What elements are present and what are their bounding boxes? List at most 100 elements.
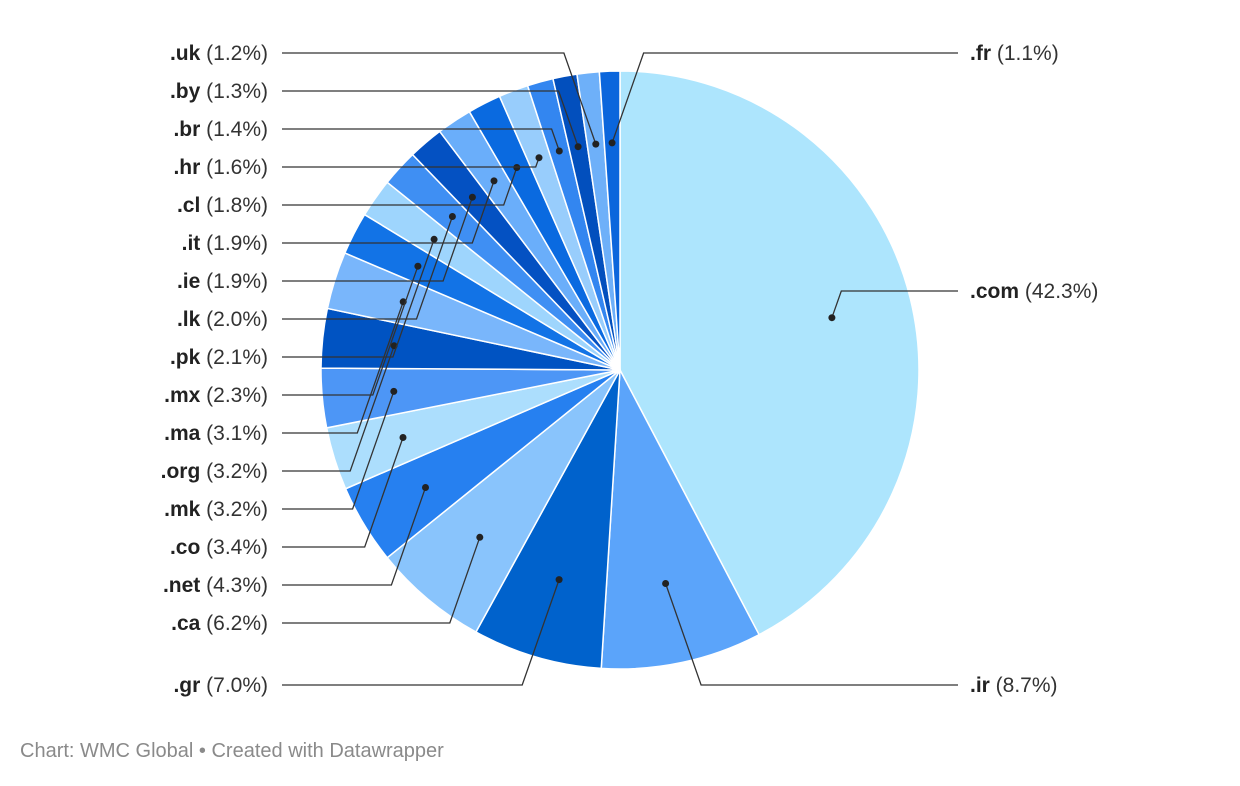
leader-dot-mk xyxy=(390,387,398,395)
slice-label-by: .by (1.3%) xyxy=(170,80,268,103)
slice-label-tld: .org xyxy=(161,460,201,483)
slice-label-value: (4.3%) xyxy=(200,574,268,597)
leader-line-org xyxy=(282,345,395,472)
slice-label-value: (8.7%) xyxy=(990,674,1058,697)
leader-dot-gr xyxy=(555,576,563,584)
slice-label-value: (2.0%) xyxy=(200,308,268,331)
slice-label-ma: .ma (3.1%) xyxy=(164,422,268,445)
leader-dot-by xyxy=(574,143,582,151)
slice-label-value: (1.2%) xyxy=(200,42,268,65)
slice-label-cl: .cl (1.8%) xyxy=(177,194,268,217)
leader-line-gr xyxy=(282,579,560,686)
slice-label-mx: .mx (2.3%) xyxy=(164,384,268,407)
slice-label-org: .org (3.2%) xyxy=(161,460,268,483)
leader-dot-mx xyxy=(414,262,422,270)
slice-label-tld: .ca xyxy=(171,612,201,635)
slice-label-mk: .mk (3.2%) xyxy=(164,498,268,521)
pie-slice-fr xyxy=(598,70,621,371)
slice-label-tld: .it xyxy=(182,232,201,255)
slice-label-tld: .cl xyxy=(177,194,200,217)
slice-label-tld: .co xyxy=(170,536,200,559)
slice-label-tld: .br xyxy=(173,118,200,141)
leader-line-mk xyxy=(282,391,395,510)
slice-label-co: .co (3.4%) xyxy=(170,536,268,559)
pie-slice-gr xyxy=(475,369,621,670)
slice-label-value: (3.4%) xyxy=(200,536,268,559)
slice-labels: .com (42.3%) .ir (8.7%) .gr (7.0%) .ca (6.2… xyxy=(161,42,1099,697)
pie-chart: .com (42.3%) .ir (8.7%) .gr (7.0%) .ca (6.2… xyxy=(161,42,1099,697)
slice-label-value: (1.9%) xyxy=(200,232,268,255)
leader-dot-br xyxy=(555,147,563,155)
leader-line-lk xyxy=(282,216,454,320)
slice-label-value: (3.2%) xyxy=(200,498,268,521)
slice-label-fr: .fr (1.1%) xyxy=(970,42,1059,65)
slice-label-tld: .ie xyxy=(177,270,200,293)
slice-label-tld: .mk xyxy=(164,498,201,521)
slice-label-tld: .by xyxy=(170,80,201,103)
slice-label-tld: .lk xyxy=(177,308,201,331)
slice-label-value: (1.9%) xyxy=(200,270,268,293)
slice-label-uk: .uk (1.2%) xyxy=(170,42,268,65)
leader-dot-ie xyxy=(468,193,476,201)
leader-line-uk xyxy=(282,52,597,145)
slice-label-gr: .gr (7.0%) xyxy=(173,674,268,697)
leader-dot-net xyxy=(422,484,429,491)
leader-lines xyxy=(282,52,958,686)
slice-label-value: (42.3%) xyxy=(1019,280,1098,303)
slice-label-value: (1.3%) xyxy=(200,80,268,103)
leader-line-ca xyxy=(282,537,481,624)
leader-line-ie xyxy=(282,196,474,282)
slice-label-net: .net (4.3%) xyxy=(163,574,268,597)
slice-label-tld: .uk xyxy=(170,42,201,65)
leader-line-it xyxy=(282,180,495,244)
leader-line-br xyxy=(282,128,560,152)
slice-label-value: (2.3%) xyxy=(200,384,268,407)
slice-label-lk: .lk (2.0%) xyxy=(177,308,268,331)
leader-line-net xyxy=(282,487,427,586)
slice-label-value: (6.2%) xyxy=(200,612,268,635)
leader-line-com xyxy=(831,290,958,318)
pie-slices xyxy=(320,70,920,670)
leader-line-cl xyxy=(282,167,518,206)
leader-dot-pk xyxy=(430,235,438,243)
leader-line-ma xyxy=(282,301,404,434)
chart-footer: Chart: WMC Global • Created with Datawra… xyxy=(20,740,444,762)
slice-label-value: (1.8%) xyxy=(200,194,268,217)
leader-dot-com xyxy=(828,314,836,322)
leader-dot-fr xyxy=(608,139,616,147)
leader-line-pk xyxy=(282,239,435,358)
pie-slice-ca xyxy=(386,369,621,633)
slice-label-tld: .ma xyxy=(164,422,201,445)
leader-dot-ca xyxy=(476,533,484,541)
slice-label-value: (1.4%) xyxy=(200,118,268,141)
leader-line-mx xyxy=(282,265,419,396)
slice-label-com: .com (42.3%) xyxy=(970,280,1098,303)
slice-label-tld: .com xyxy=(970,280,1019,303)
slice-label-value: (3.2%) xyxy=(200,460,268,483)
slice-label-value: (1.6%) xyxy=(200,156,268,179)
slice-label-tld: .ir xyxy=(970,674,990,697)
slice-label-it: .it (1.9%) xyxy=(182,232,268,255)
slice-label-ca: .ca (6.2%) xyxy=(171,612,268,635)
slice-label-br: .br (1.4%) xyxy=(173,118,268,141)
leader-dot-hr xyxy=(535,154,543,162)
slice-label-tld: .pk xyxy=(170,346,201,369)
slice-label-pk: .pk (2.1%) xyxy=(170,346,268,369)
leader-line-fr xyxy=(611,52,958,144)
leader-line-co xyxy=(282,437,404,548)
slice-label-tld: .fr xyxy=(970,42,991,65)
slice-label-value: (3.1%) xyxy=(200,422,268,445)
leader-dot-co xyxy=(399,434,407,441)
pie-slice-ir xyxy=(600,369,760,670)
slice-label-value: (2.1%) xyxy=(200,346,268,369)
slice-label-tld: .net xyxy=(163,574,200,597)
slice-label-ie: .ie (1.9%) xyxy=(177,270,268,293)
slice-label-tld: .hr xyxy=(173,156,200,179)
slice-label-tld: .gr xyxy=(173,674,200,697)
leader-line-ir xyxy=(664,583,958,686)
leader-dot-it xyxy=(490,177,498,185)
slice-label-ir: .ir (8.7%) xyxy=(970,674,1058,697)
pie-slice-com xyxy=(619,70,920,636)
slice-label-value: (1.1%) xyxy=(991,42,1059,65)
leader-dot-lk xyxy=(448,213,456,220)
